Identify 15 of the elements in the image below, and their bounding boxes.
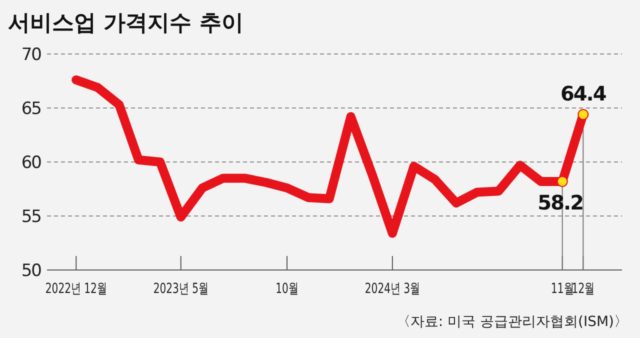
text: 〈자료: 미국 공급관리자협회(ISM)〉 <box>396 314 628 330</box>
y-tick-label: 55 <box>21 206 42 227</box>
chart-title: 서비스업 가격지수 추이 <box>8 11 244 36</box>
annotation: 64.4 <box>560 81 606 106</box>
x-tick-label: 12월 <box>572 280 595 296</box>
annotation: 58.2 <box>538 190 584 214</box>
y-tick-label: 70 <box>21 44 42 65</box>
y-tick-label: 65 <box>21 98 42 119</box>
x-tick-label: 2023년 5월 <box>153 280 208 296</box>
x-tick-label: 10월 <box>276 280 298 296</box>
x-tick-label: 11월 <box>550 280 574 296</box>
x-tick-label: 2022년 12월 <box>45 280 107 296</box>
y-tick-label: 50 <box>21 260 42 281</box>
x-tick-label: 2024년 3월 <box>364 280 420 296</box>
y-tick-label: 60 <box>21 152 42 173</box>
